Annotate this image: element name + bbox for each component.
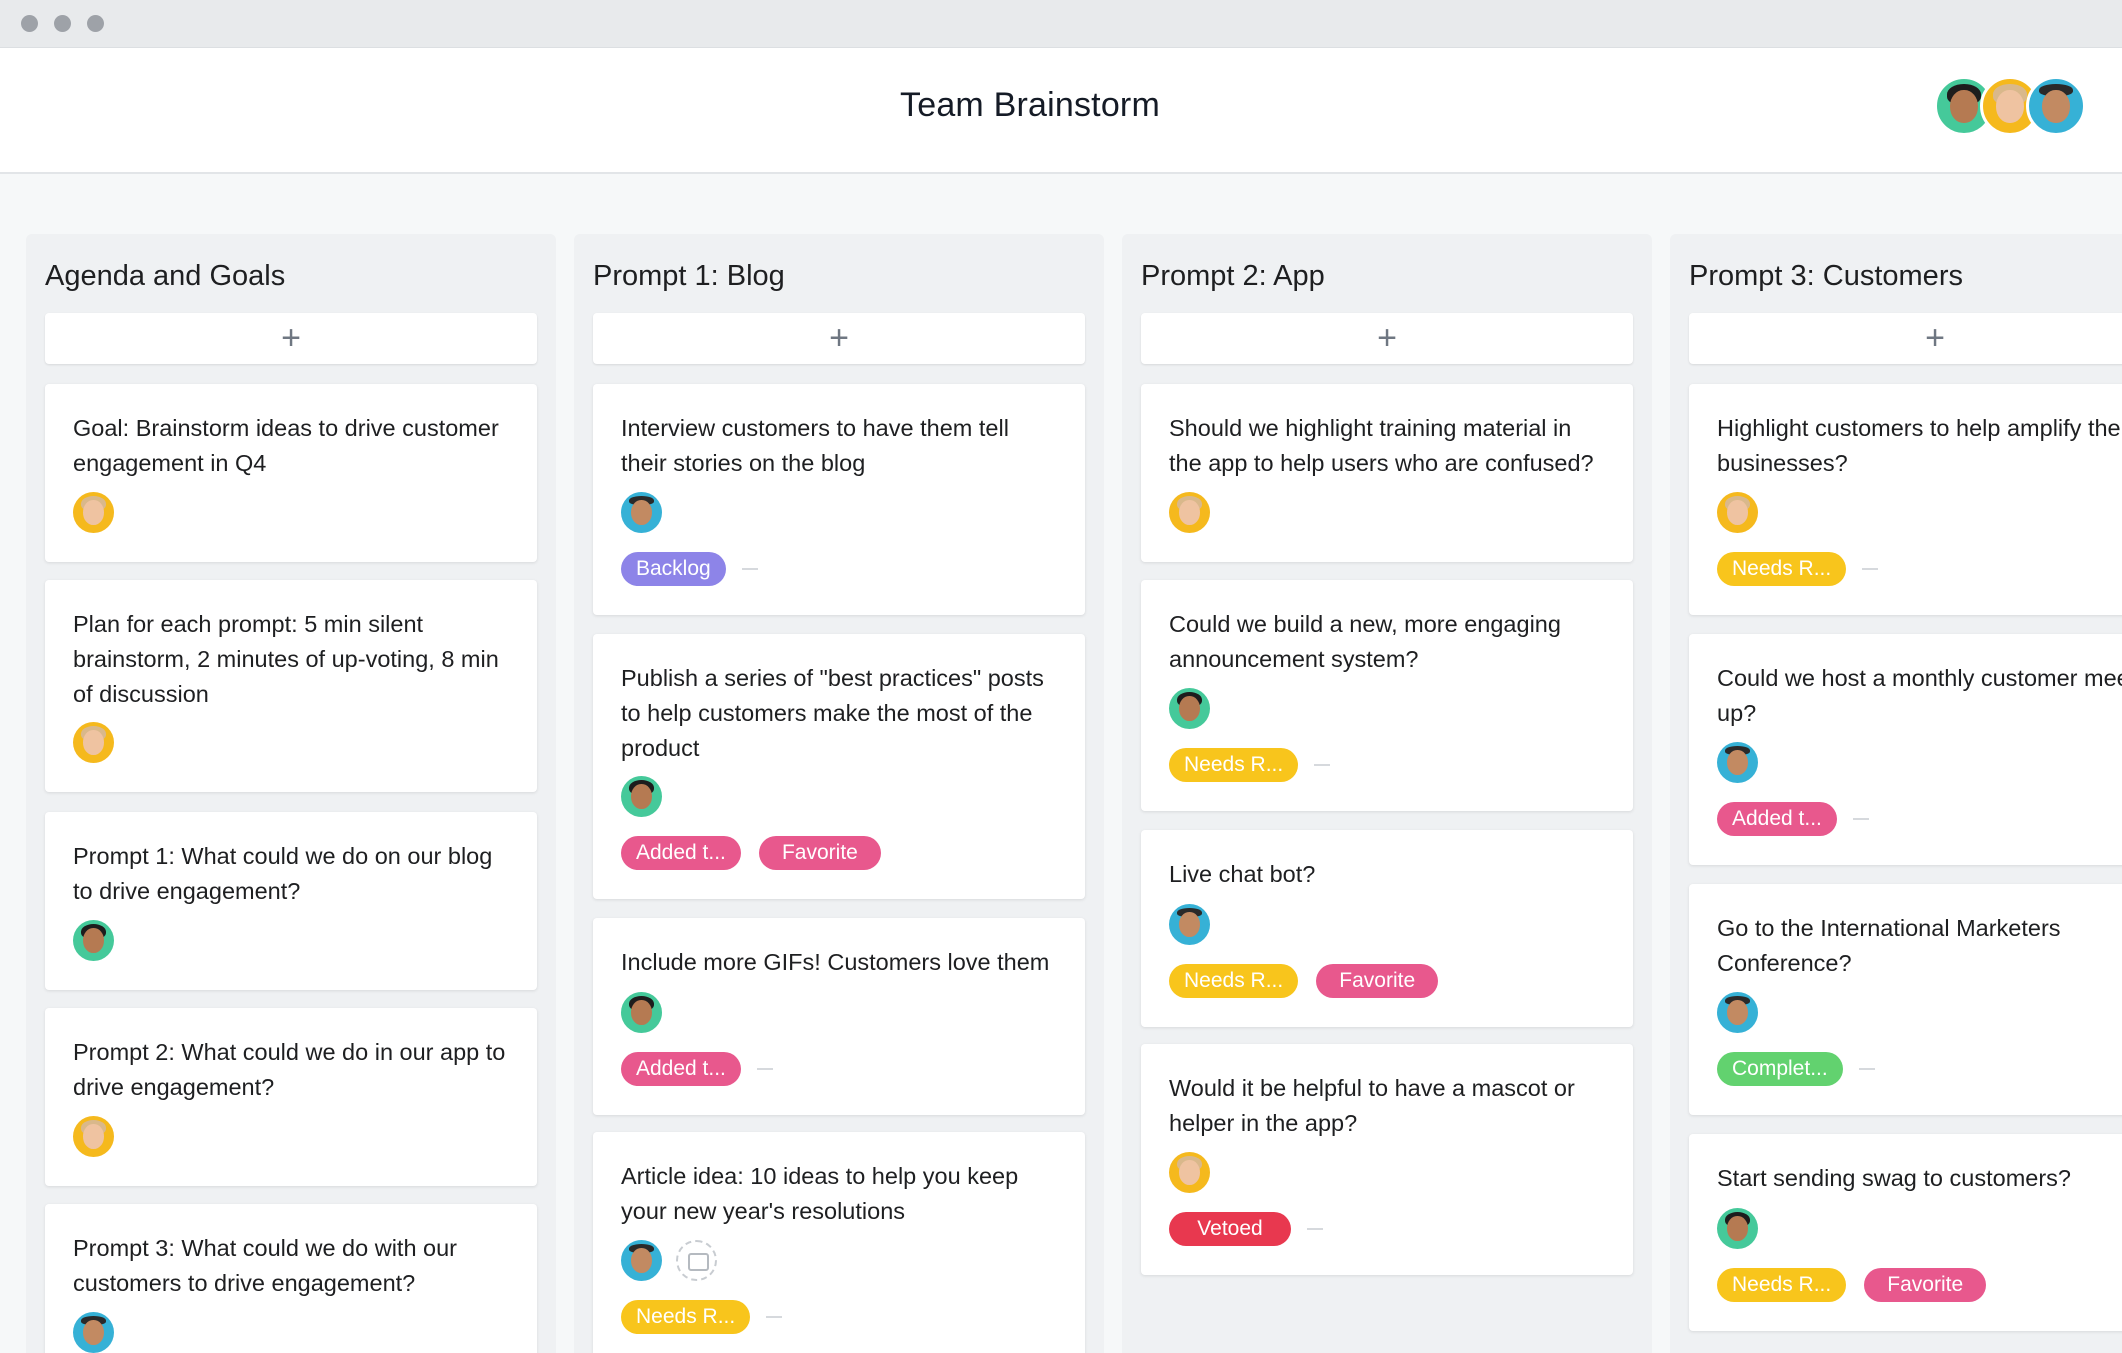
task-card[interactable]: Highlight customers to help amplify thei…: [1689, 384, 2122, 615]
tag-added[interactable]: Added t...: [1717, 802, 1837, 836]
assignee-avatar[interactable]: [1717, 1207, 1758, 1249]
column-prompt-2-app: Prompt 2: App + Should we highlight trai…: [1122, 234, 1652, 1353]
tag-needs-review[interactable]: Needs R...: [1717, 1268, 1847, 1302]
tag-added[interactable]: Added t...: [621, 836, 741, 870]
task-name: Start sending swag to customers?: [1717, 1165, 2071, 1191]
task-name: Prompt 2: What could we do in our app to…: [73, 1039, 506, 1100]
task-name: Should we highlight training material in…: [1169, 415, 1594, 476]
tag-favorite[interactable]: Favorite: [758, 836, 881, 870]
assignee-avatar[interactable]: [73, 491, 114, 533]
column-prompt-1-blog: Prompt 1: Blog + Interview customers to …: [574, 234, 1104, 1353]
assignee-avatar[interactable]: [1717, 741, 1758, 783]
task-card[interactable]: Include more GIFs! Customers love them A…: [593, 918, 1085, 1115]
task-name: Article idea: 10 ideas to help you keep …: [621, 1163, 1019, 1224]
tag-divider: [741, 568, 758, 570]
tag-divider: [766, 1316, 783, 1318]
task-card[interactable]: Plan for each prompt: 5 min silent brain…: [45, 580, 537, 792]
tag-backlog[interactable]: Backlog: [621, 552, 726, 586]
tag-complete[interactable]: Complet...: [1717, 1052, 1843, 1086]
calendar-icon[interactable]: [676, 1239, 717, 1281]
task-name: Prompt 1: What could we do on our blog t…: [73, 843, 493, 904]
task-card[interactable]: Interview customers to have them tell th…: [593, 384, 1085, 615]
tag-divider: [1858, 1068, 1875, 1070]
task-name: Goal: Brainstorm ideas to drive customer…: [73, 415, 499, 476]
assignee-avatar[interactable]: [621, 1239, 662, 1281]
task-card[interactable]: Goal: Brainstorm ideas to drive customer…: [45, 384, 537, 562]
column-title: Agenda and Goals: [45, 260, 286, 292]
add-task-button[interactable]: +: [1689, 313, 2122, 364]
task-name: Include more GIFs! Customers love them: [621, 949, 1050, 975]
window-titlebar: [0, 0, 2122, 48]
tag-divider: [756, 1068, 773, 1070]
tag-divider: [1307, 1228, 1323, 1230]
task-name: Plan for each prompt: 5 min silent brain…: [73, 611, 499, 707]
task-name: Prompt 3: What could we do with our cust…: [73, 1235, 458, 1296]
assignee-avatar[interactable]: [1169, 903, 1210, 945]
task-card[interactable]: Would it be helpful to have a mascot or …: [1141, 1044, 1633, 1275]
add-task-button[interactable]: +: [45, 313, 537, 364]
tag-needs-review[interactable]: Needs R...: [1717, 552, 1847, 586]
task-name: Go to the International Marketers Confer…: [1717, 915, 2061, 976]
task-card[interactable]: Prompt 1: What could we do on our blog t…: [45, 812, 537, 990]
column-title: Prompt 3: Customers: [1689, 260, 1963, 292]
task-card[interactable]: Live chat bot? Needs R... Favorite: [1141, 830, 1633, 1027]
assignee-avatar[interactable]: [621, 991, 662, 1033]
task-card[interactable]: Go to the International Marketers Confer…: [1689, 884, 2122, 1115]
task-card[interactable]: Prompt 3: What could we do with our cust…: [45, 1204, 537, 1353]
add-task-button[interactable]: +: [593, 313, 1085, 364]
task-card[interactable]: Could we host a monthly customer meet up…: [1689, 634, 2122, 865]
assignee-avatar[interactable]: [1717, 491, 1758, 533]
assignee-avatar[interactable]: [73, 721, 114, 763]
tag-divider: [1862, 568, 1879, 570]
add-task-button[interactable]: +: [1141, 313, 1633, 364]
task-card[interactable]: Start sending swag to customers? Needs R…: [1689, 1134, 2122, 1331]
assignee-avatar[interactable]: [1717, 991, 1758, 1033]
task-name: Interview customers to have them tell th…: [621, 415, 1009, 476]
task-name: Live chat bot?: [1169, 861, 1316, 887]
task-name: Could we host a monthly customer meet up…: [1717, 665, 2122, 726]
column-title: Prompt 1: Blog: [593, 260, 785, 292]
column-prompt-3-customers: Prompt 3: Customers + Highlight customer…: [1670, 234, 2122, 1353]
zoom-window-dot[interactable]: [87, 15, 104, 32]
assignee-avatar[interactable]: [1169, 491, 1210, 533]
assignee-avatar[interactable]: [1169, 1151, 1210, 1193]
page-title: Team Brainstorm: [900, 86, 1160, 124]
task-card[interactable]: Prompt 2: What could we do in our app to…: [45, 1008, 537, 1186]
task-name: Would it be helpful to have a mascot or …: [1169, 1075, 1575, 1136]
tag-divider: [1314, 764, 1331, 766]
minimize-window-dot[interactable]: [54, 15, 71, 32]
assignee-avatar[interactable]: [73, 1115, 114, 1157]
close-window-dot[interactable]: [21, 15, 38, 32]
tag-favorite[interactable]: Favorite: [1864, 1268, 1987, 1302]
project-members[interactable]: [1934, 76, 2086, 136]
task-name: Publish a series of "best practices" pos…: [621, 665, 1044, 761]
assignee-avatar[interactable]: [1169, 687, 1210, 729]
tag-divider: [1852, 818, 1869, 820]
assignee-avatar[interactable]: [621, 775, 662, 817]
task-name: Could we build a new, more engaging anno…: [1169, 611, 1561, 672]
task-card[interactable]: Should we highlight training material in…: [1141, 384, 1633, 562]
tag-favorite[interactable]: Favorite: [1316, 964, 1439, 998]
project-header: Team Brainstorm: [0, 48, 2122, 174]
column-agenda-and-goals: Agenda and Goals + Goal: Brainstorm idea…: [26, 234, 556, 1353]
task-card[interactable]: Publish a series of "best practices" pos…: [593, 634, 1085, 899]
task-name: Highlight customers to help amplify thei…: [1717, 415, 2122, 476]
assignee-avatar[interactable]: [621, 491, 662, 533]
tag-needs-review[interactable]: Needs R...: [1169, 748, 1299, 782]
tag-vetoed[interactable]: Vetoed: [1169, 1212, 1291, 1246]
member-avatar[interactable]: [2026, 76, 2086, 136]
tag-needs-review[interactable]: Needs R...: [621, 1300, 751, 1334]
column-title: Prompt 2: App: [1141, 260, 1325, 292]
tag-added[interactable]: Added t...: [621, 1052, 741, 1086]
task-card[interactable]: Article idea: 10 ideas to help you keep …: [593, 1132, 1085, 1353]
assignee-avatar[interactable]: [73, 1311, 114, 1353]
task-card[interactable]: Could we build a new, more engaging anno…: [1141, 580, 1633, 811]
tag-needs-review[interactable]: Needs R...: [1169, 964, 1299, 998]
board: Agenda and Goals + Goal: Brainstorm idea…: [0, 174, 2122, 1353]
assignee-avatar[interactable]: [73, 919, 114, 961]
